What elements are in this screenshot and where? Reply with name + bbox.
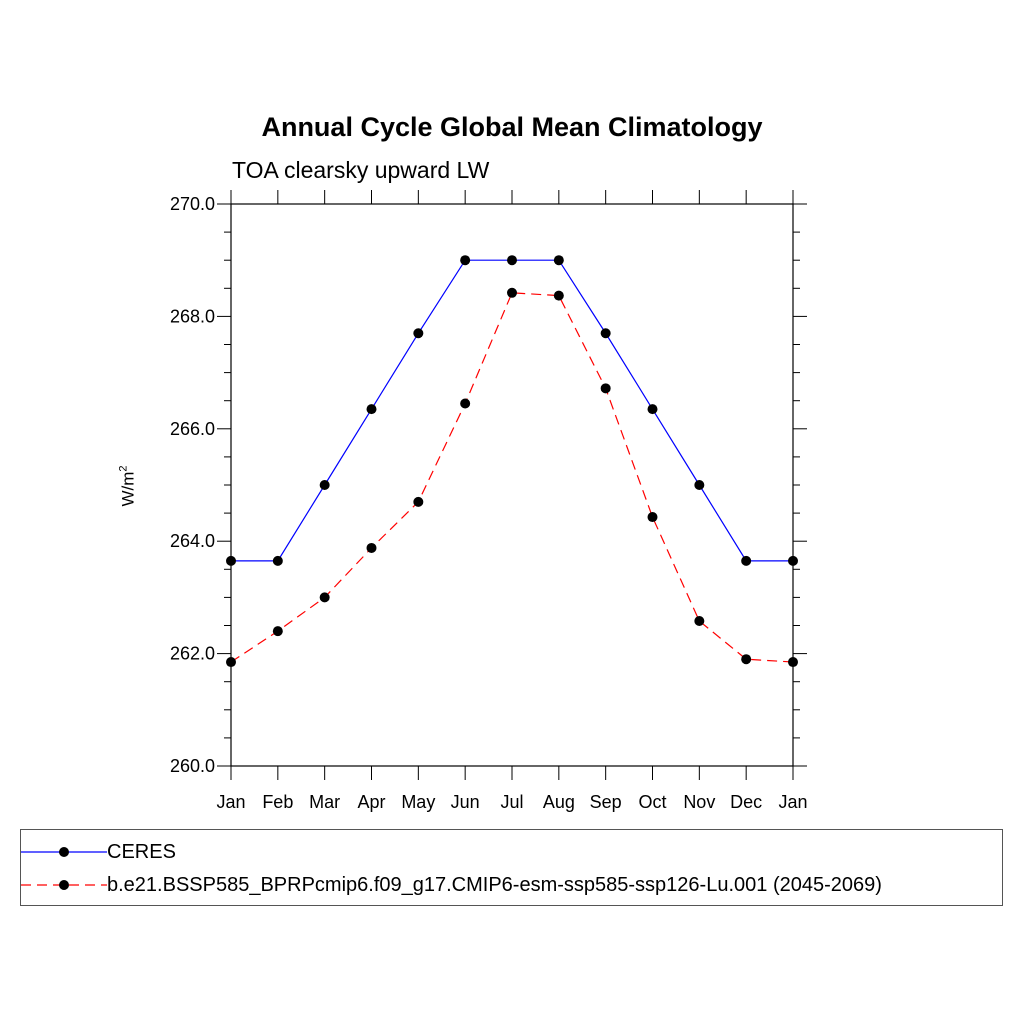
y-tick-label: 270.0 [170, 194, 215, 214]
series-1-point [694, 616, 705, 627]
series-0-point [366, 404, 377, 415]
chart-subtitle: TOA clearsky upward LW [232, 157, 490, 183]
chart-title: Annual Cycle Global Mean Climatology [261, 112, 763, 142]
series-0-point [788, 555, 798, 566]
series-1-point [366, 542, 377, 553]
y-axis-label-base: W/m [118, 471, 138, 507]
series-1-point [226, 657, 236, 668]
x-tick-label: May [401, 792, 435, 812]
series-0-point [413, 328, 424, 339]
legend-entry-model: b.e21.BSSP585_BPRPcmip6.f09_g17.CMIP6-es… [21, 870, 882, 900]
y-tick-label: 268.0 [170, 306, 215, 326]
x-tick-label: Dec [730, 792, 762, 812]
axis-ticks [217, 190, 807, 780]
legend: CERES b.e21.BSSP585_BPRPcmip6.f09_g17.CM… [20, 829, 1003, 906]
y-tick-label: 262.0 [170, 644, 215, 664]
series-1-point [413, 496, 424, 507]
y-axis-label: W/m2 [118, 465, 139, 506]
series-0-point [226, 555, 236, 566]
y-axis-label-superscript: 2 [117, 465, 130, 472]
series-0-point [647, 404, 658, 415]
legend-sample-model [21, 880, 107, 890]
series-0-point [319, 480, 330, 490]
series-1-point [460, 398, 471, 409]
x-tick-label: Mar [309, 792, 340, 812]
tick-labels: 260.0 262.0 264.0 266.0 268.0 270.0 Jan Feb Mar A… [170, 194, 808, 812]
x-tick-label: Sep [590, 792, 622, 812]
y-tick-label: 260.0 [170, 756, 215, 776]
series-line-1 [230, 292, 794, 663]
y-tick-label: 266.0 [170, 419, 215, 439]
series-1-point [319, 592, 330, 603]
series-1-point [272, 626, 283, 637]
series-0-point [507, 255, 517, 266]
y-tick-label: 264.0 [170, 531, 215, 551]
series-0-point [600, 328, 611, 339]
legend-label-ceres: CERES [107, 840, 176, 863]
x-tick-label: Oct [638, 792, 666, 812]
x-tick-label: Aug [543, 792, 575, 812]
series-1-point [788, 657, 798, 668]
series-1-point [600, 383, 611, 394]
series-0-point [553, 255, 564, 266]
x-tick-label: Nov [683, 792, 715, 812]
x-tick-label: Feb [262, 792, 293, 812]
legend-sample-ceres [21, 847, 107, 857]
series-1-point [507, 287, 517, 298]
series-0-point [272, 555, 283, 566]
x-tick-label: Jul [500, 792, 523, 812]
series-line-0 [231, 259, 793, 562]
series-1-point [741, 654, 752, 665]
legend-label-model: b.e21.BSSP585_BPRPcmip6.f09_g17.CMIP6-es… [107, 873, 882, 896]
x-tick-label: Jan [216, 792, 245, 812]
x-tick-label: Apr [357, 792, 385, 812]
series-lines [230, 259, 794, 663]
series-1-point [553, 290, 564, 301]
series-0-point [460, 255, 471, 266]
series-0-point [694, 480, 705, 490]
legend-entry-ceres: CERES [21, 837, 176, 867]
x-tick-label: Jan [778, 792, 807, 812]
series-1-point [647, 512, 658, 523]
x-tick-label: Jun [451, 792, 480, 812]
series-0-point [741, 555, 752, 566]
series-markers [226, 255, 798, 668]
